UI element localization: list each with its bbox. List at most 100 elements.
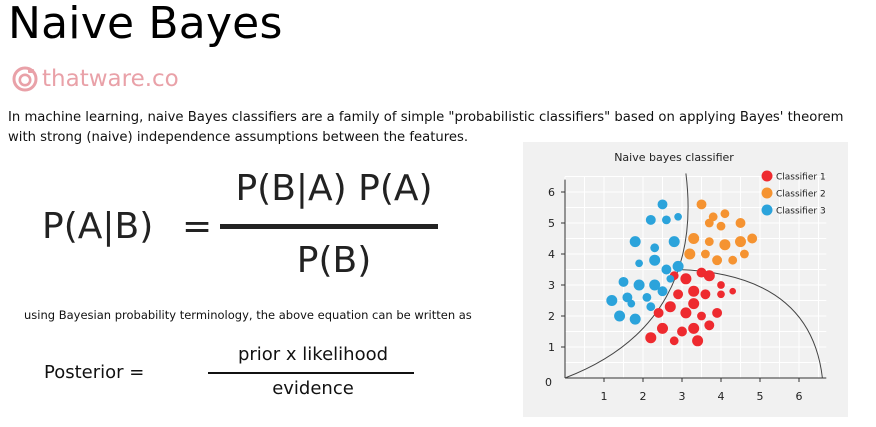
posterior-numerator: prior x likelihood (237, 344, 389, 365)
scatter-point-1 (680, 307, 692, 319)
scatter-point-3 (650, 243, 660, 253)
scatter-point-1 (673, 289, 684, 300)
terminology-note: using Bayesian probability terminology, … (24, 308, 472, 322)
scatter-point-3 (668, 236, 680, 248)
scatter-chart-panel: 1 2 3 4 5 6 1 2 3 4 5 6 0 Naive bayes classifier Class… (523, 142, 848, 417)
fraction-bar (220, 224, 438, 229)
scatter-point-3 (649, 254, 661, 266)
scatter-point-3 (635, 259, 643, 268)
scatter-point-1 (677, 326, 687, 337)
y-tick-label: 1 (548, 341, 555, 354)
y-tick-label: 6 (548, 186, 555, 199)
scatter-point-1 (696, 267, 707, 278)
scatter-point-1 (717, 281, 725, 289)
scatter-point-3 (672, 260, 684, 272)
chart-title: Naive bayes classifier (614, 151, 734, 164)
scatter-point-1 (688, 322, 700, 334)
scatter-point-3 (633, 279, 645, 291)
page-title: Naive Bayes (8, 0, 283, 49)
scatter-point-3 (662, 215, 671, 225)
upward-boundary (564, 173, 689, 379)
scatter-point-3 (629, 313, 641, 325)
scatter-point-2 (688, 233, 700, 244)
scatter-point-1 (669, 336, 679, 346)
arc-boundary (678, 269, 823, 379)
posterior-lhs: Posterior = (44, 362, 145, 383)
intro-paragraph: In machine learning, naive Bayes classif… (8, 110, 844, 145)
scatter-point-3 (661, 264, 672, 275)
y-tick-label: 2 (548, 310, 555, 323)
posterior-fraction-bar (208, 372, 414, 374)
posterior-denominator: evidence (272, 378, 354, 399)
scatter-point-1 (653, 307, 664, 318)
legend-label: Classifier 2 (776, 190, 826, 200)
scatter-point-2 (701, 249, 710, 259)
scatter-point-1 (712, 307, 723, 318)
scatter-point-3 (645, 214, 656, 225)
scatter-point-1 (657, 322, 668, 334)
origin-label: 0 (545, 376, 552, 389)
formula-lhs: P(A|B) (42, 206, 154, 247)
scatter-point-3 (627, 299, 636, 308)
scatter-point-1 (680, 273, 692, 285)
scatter-point-2 (735, 218, 746, 228)
scatter-point-3 (657, 199, 668, 210)
scatter-point-1 (688, 285, 700, 297)
legend-label: Classifier 3 (776, 207, 826, 217)
scatter-point-3 (657, 286, 668, 297)
scatter-point-1 (703, 270, 715, 282)
scatter-point-2 (747, 233, 758, 244)
brand: thatware.co (12, 64, 179, 94)
scatter-point-1 (697, 311, 706, 321)
scatter-point-3 (629, 236, 641, 248)
scatter-point-3 (614, 310, 626, 322)
scatter-point-3 (649, 279, 661, 291)
scatter-point-1 (704, 320, 715, 331)
scatter-point-3 (666, 274, 675, 283)
x-tick-label: 3 (679, 390, 686, 403)
scatter-point-1 (692, 335, 704, 347)
y-tick-label: 5 (548, 217, 555, 230)
y-tick-label: 3 (548, 279, 555, 292)
scatter-point-2 (728, 255, 738, 265)
scatter-point-1 (700, 289, 711, 300)
scatter-chart: 1 2 3 4 5 6 1 2 3 4 5 6 0 Naive bayes classifier Class… (545, 151, 827, 403)
scatter-point-1 (664, 301, 676, 313)
scatter-point-2 (704, 218, 714, 228)
scatter-point-2 (740, 249, 749, 259)
formula-equals: = (182, 206, 213, 247)
formula-numerator: P(B|A) P(A) (235, 168, 433, 209)
x-tick-label: 1 (601, 390, 608, 403)
posterior-formula: Posterior = prior x likelihood evidence (44, 342, 414, 408)
scatter-point-3 (642, 293, 652, 302)
x-tick-label: 4 (718, 390, 725, 403)
scatter-point-2 (712, 255, 723, 266)
legend-marker (761, 170, 773, 182)
scatter-point-1 (688, 298, 700, 310)
brand-name: thatware.co (42, 66, 179, 92)
y-tick-label: 4 (548, 248, 555, 261)
scatter-point-2 (719, 239, 731, 251)
scatter-point-1 (729, 287, 736, 295)
formula-denominator: P(B) (296, 240, 372, 281)
scatter-point-2 (684, 248, 696, 260)
x-tick-label: 5 (757, 390, 764, 403)
x-tick-label: 6 (796, 390, 803, 403)
scatter-point-1 (717, 290, 725, 299)
scatter-point-2 (696, 199, 707, 210)
scatter-point-2 (720, 209, 730, 219)
legend-label: Classifier 1 (776, 173, 826, 183)
scatter-point-2 (704, 237, 714, 246)
scatter-point-3 (646, 302, 656, 312)
bayes-formula: P(A|B) = P(B|A) P(A) P(B) (42, 168, 452, 288)
scatter-point-3 (674, 212, 682, 221)
legend-marker (761, 204, 773, 216)
scatter-point-2 (716, 221, 726, 231)
scatter-point-3 (618, 276, 629, 287)
x-tick-label: 2 (640, 390, 647, 403)
scatter-point-2 (735, 236, 746, 248)
scatter-point-1 (645, 332, 657, 344)
scatter-point-3 (622, 292, 633, 303)
camera-icon (12, 66, 38, 92)
scatter-point-3 (606, 295, 618, 306)
